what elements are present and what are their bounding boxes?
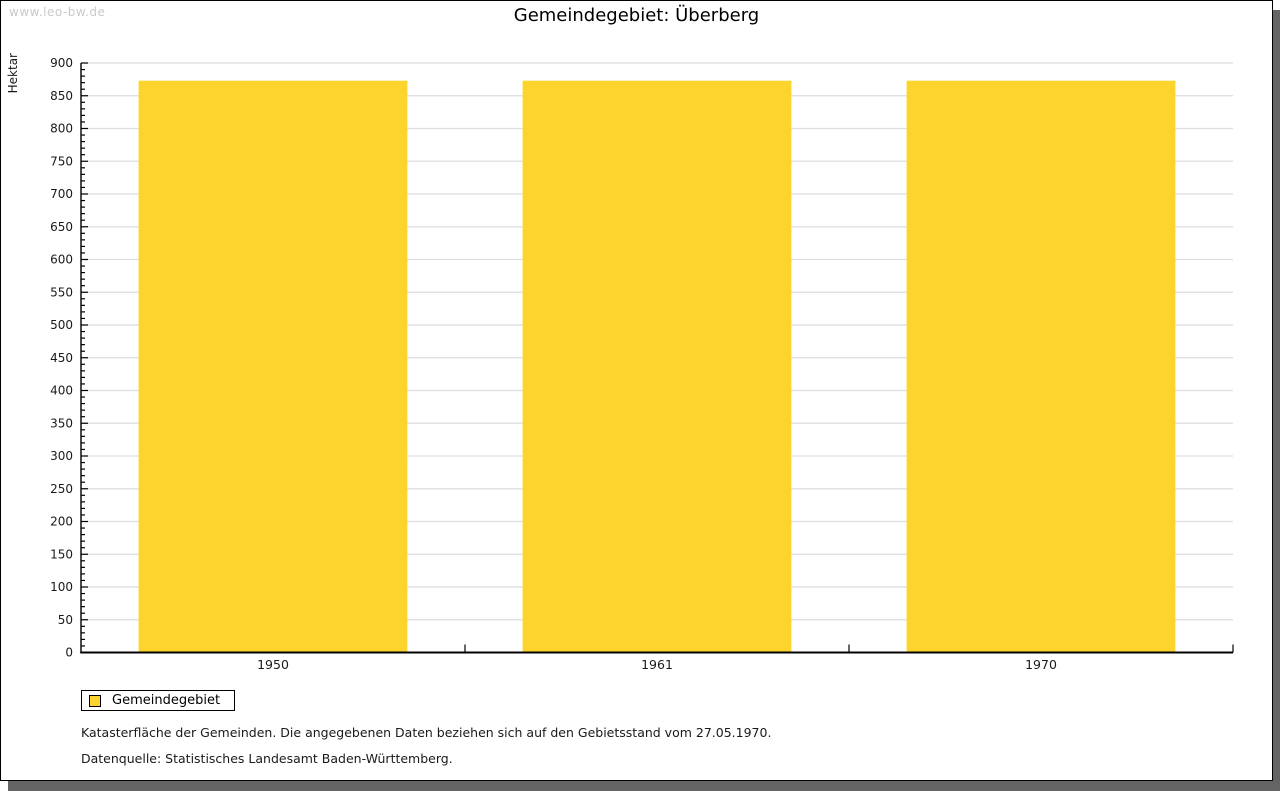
y-tick-label: 300 xyxy=(50,449,73,463)
legend-label: Gemeindegebiet xyxy=(112,693,221,708)
y-tick-label: 900 xyxy=(50,56,73,70)
y-tick-label: 500 xyxy=(50,318,73,332)
bar-1950 xyxy=(138,80,408,653)
y-tick-label: 200 xyxy=(50,515,73,529)
x-tick-label: 1970 xyxy=(1025,657,1057,672)
y-tick-label: 350 xyxy=(50,416,73,430)
y-tick-label: 650 xyxy=(50,220,73,234)
bar-1961 xyxy=(522,80,792,653)
page-title: Gemeindegebiet: Überberg xyxy=(513,5,760,26)
y-tick-label: 850 xyxy=(50,89,73,103)
x-tick-label: 1961 xyxy=(641,657,673,672)
y-tick-label: 450 xyxy=(50,351,73,365)
x-tick-label: 1950 xyxy=(257,657,289,672)
y-tick-label: 150 xyxy=(50,547,73,561)
footnote-description: Katasterfläche der Gemeinden. Die angege… xyxy=(81,725,772,740)
y-tick-label: 400 xyxy=(50,384,73,398)
y-tick-label: 700 xyxy=(50,187,73,201)
y-tick-label: 600 xyxy=(50,253,73,267)
bar-chart: 0 50 100 150 200 250 300 350 400 450 500 550 600 650 7… xyxy=(50,56,1234,672)
y-tick-label: 50 xyxy=(58,613,73,627)
y-tick-label: 250 xyxy=(50,482,73,496)
y-tick-label: 0 xyxy=(65,646,73,660)
y-tick-label: 750 xyxy=(50,154,73,168)
bar-1970 xyxy=(906,80,1176,653)
watermark: www.leo-bw.de xyxy=(9,5,106,19)
legend: Gemeindegebiet xyxy=(81,690,236,711)
y-tick-label: 550 xyxy=(50,285,73,299)
legend-swatch-icon xyxy=(89,694,101,707)
y-tick-label: 100 xyxy=(50,580,73,594)
y-tick-label: 800 xyxy=(50,122,73,136)
footnote-source: Datenquelle: Statistisches Landesamt Bad… xyxy=(81,751,453,766)
